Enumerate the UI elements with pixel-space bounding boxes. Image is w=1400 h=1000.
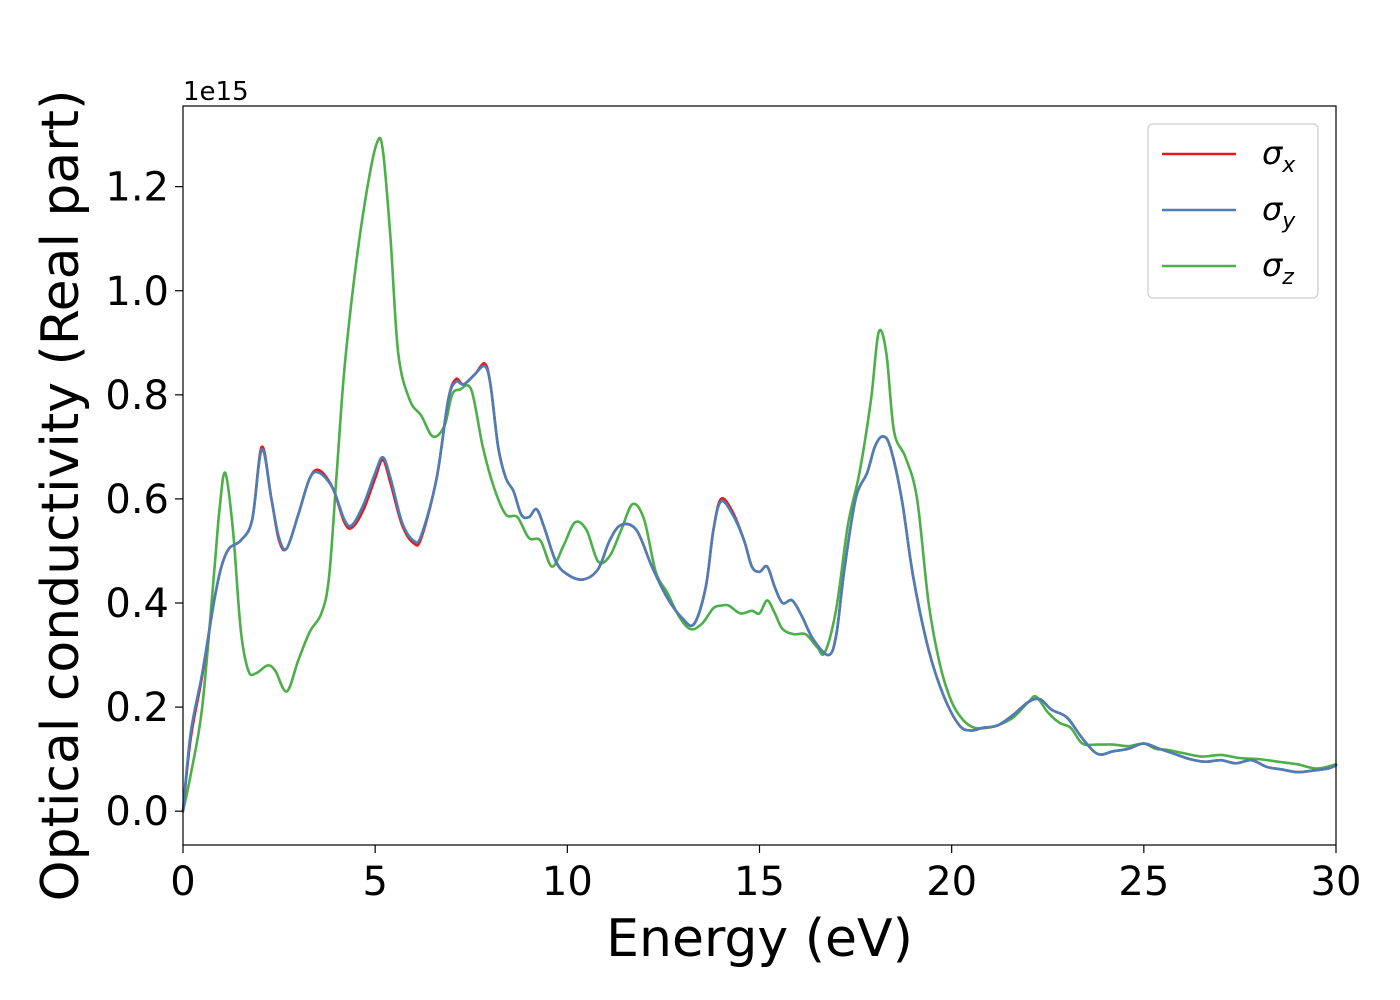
y-tick-label: 0.6 bbox=[105, 477, 169, 523]
legend-label-z: σz bbox=[1262, 246, 1294, 290]
y-tick-label: 1.0 bbox=[105, 269, 169, 315]
x-tick-label: 10 bbox=[542, 859, 593, 905]
y-axis-offset-label: 1e15 bbox=[183, 77, 249, 107]
legend-label-y: σy bbox=[1262, 190, 1296, 234]
series-line-z bbox=[181, 136, 1338, 813]
y-tick-label: 0.2 bbox=[105, 685, 169, 731]
series-layer bbox=[181, 136, 1338, 813]
x-tick-label: 30 bbox=[1311, 859, 1362, 905]
y-axis-title: Optical conductivity (Real part) bbox=[31, 90, 91, 902]
y-axis-ticks: 0.0 0.2 0.4 0.6 0.8 1.0 1.2 bbox=[105, 165, 183, 835]
y-tick-label: 1.2 bbox=[105, 165, 169, 211]
x-tick-label: 5 bbox=[362, 859, 387, 905]
y-tick-label: 0.4 bbox=[105, 581, 169, 627]
x-tick-label: 0 bbox=[170, 859, 195, 905]
series-line-y bbox=[181, 364, 1338, 813]
legend-label-x: σx bbox=[1262, 134, 1296, 178]
x-tick-label: 25 bbox=[1118, 859, 1169, 905]
y-tick-label: 0.0 bbox=[105, 789, 169, 835]
x-axis-ticks: 0 5 10 15 20 25 30 bbox=[170, 845, 1361, 905]
y-tick-label: 0.8 bbox=[105, 373, 169, 419]
x-axis-title: Energy (eV) bbox=[606, 909, 913, 969]
x-tick-label: 20 bbox=[926, 859, 977, 905]
legend: σx σy σz bbox=[1147, 123, 1319, 299]
x-tick-label: 15 bbox=[734, 859, 785, 905]
